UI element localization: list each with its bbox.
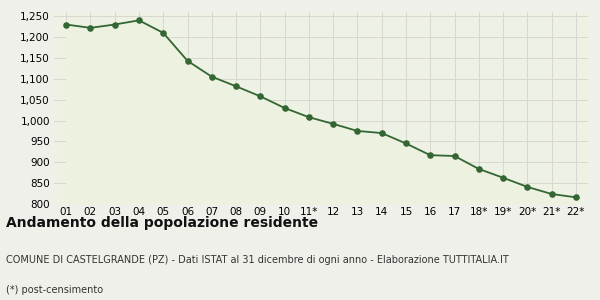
- Point: [523, 184, 532, 189]
- Point: [158, 31, 168, 35]
- Text: Andamento della popolazione residente: Andamento della popolazione residente: [6, 216, 318, 230]
- Point: [182, 58, 192, 63]
- Point: [401, 141, 411, 146]
- Point: [425, 153, 435, 158]
- Point: [474, 167, 484, 171]
- Text: COMUNE DI CASTELGRANDE (PZ) - Dati ISTAT al 31 dicembre di ogni anno - Elaborazi: COMUNE DI CASTELGRANDE (PZ) - Dati ISTAT…: [6, 255, 509, 265]
- Point: [61, 22, 71, 27]
- Point: [207, 74, 217, 79]
- Point: [377, 130, 386, 135]
- Point: [110, 22, 119, 27]
- Point: [353, 129, 362, 134]
- Point: [86, 26, 95, 30]
- Point: [304, 115, 314, 120]
- Point: [498, 175, 508, 180]
- Point: [231, 84, 241, 89]
- Point: [328, 122, 338, 126]
- Point: [280, 106, 289, 110]
- Point: [450, 154, 460, 158]
- Point: [134, 18, 144, 23]
- Point: [256, 94, 265, 99]
- Point: [547, 192, 556, 197]
- Point: [571, 195, 581, 200]
- Text: (*) post-censimento: (*) post-censimento: [6, 285, 103, 295]
